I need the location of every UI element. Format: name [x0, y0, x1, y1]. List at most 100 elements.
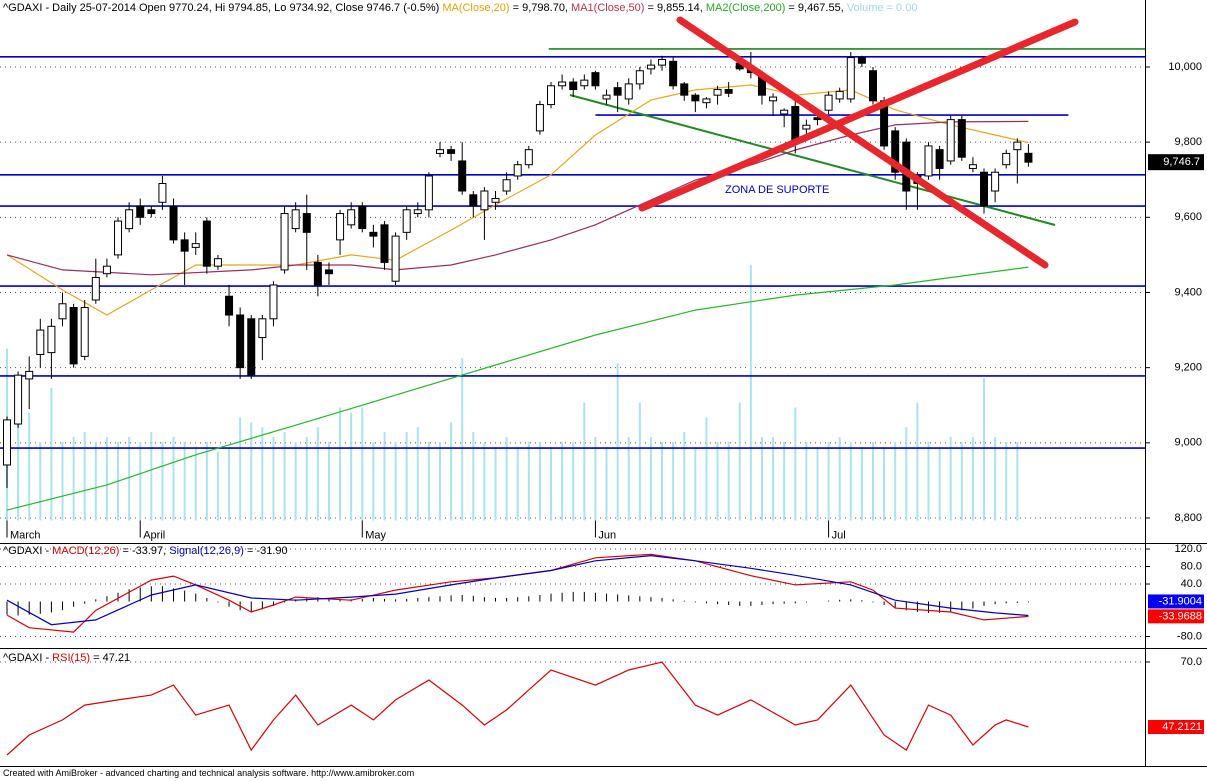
- candle-body: [102, 265, 111, 275]
- candle-body: [635, 70, 644, 85]
- indicator-line: [6, 554, 1029, 626]
- front-layer: 9,746.7 -31.9004 -33.9688 47.2121: [2, 51, 1204, 756]
- candle-body: [180, 239, 189, 252]
- candle-body: [802, 124, 811, 130]
- candle-body: [535, 104, 544, 132]
- candle-body: [1013, 141, 1022, 151]
- candle-body: [980, 171, 989, 207]
- candle-body: [769, 96, 778, 102]
- cross-mark: [638, 18, 1079, 212]
- last-value-label: -33.9688: [1159, 610, 1202, 622]
- candle-body: [824, 94, 833, 111]
- candle-body: [213, 258, 222, 267]
- x-tick-label: March: [10, 529, 41, 541]
- candle-body: [891, 130, 900, 173]
- title-part: = 9,798.70,: [509, 2, 572, 14]
- indicator-line: [6, 553, 1029, 633]
- candle-body: [491, 198, 500, 203]
- y-tick-label: 8,800: [1174, 512, 1202, 524]
- candle-body: [47, 325, 56, 354]
- candle-body: [791, 105, 800, 141]
- candle-body: [480, 190, 489, 211]
- macd-title: ^GDAXI - MACD(12,26) = -33.97, Signal(12…: [3, 545, 288, 558]
- y-tick-label: 9,200: [1174, 362, 1202, 374]
- candle-body: [569, 81, 578, 91]
- candle-body: [424, 175, 433, 211]
- last-value-label: 47.2121: [1162, 721, 1202, 733]
- x-tick-label: Jun: [598, 529, 616, 541]
- y-tick-label: 9,600: [1174, 211, 1202, 223]
- indicator-line: [6, 661, 1029, 756]
- candle-body: [602, 94, 611, 100]
- candle-body: [691, 94, 700, 102]
- candle-body: [646, 64, 655, 70]
- title-part: = 9,855.14,: [644, 2, 706, 14]
- title-part: Signal(12,26,9): [169, 545, 244, 557]
- cross-mark: [676, 16, 1049, 269]
- candle-body: [835, 90, 844, 100]
- candle-body: [580, 79, 589, 87]
- last-price-label: 9,746.7: [1163, 156, 1200, 168]
- y-tick-label: 80.0: [1181, 560, 1202, 572]
- candle-body: [269, 284, 278, 320]
- candle-body: [713, 89, 722, 96]
- candle-body: [857, 57, 866, 64]
- candle-body: [147, 209, 156, 215]
- y-tick-label: 9,800: [1174, 136, 1202, 148]
- candle-body: [358, 205, 367, 230]
- last-value-box: [1148, 594, 1204, 609]
- last-value-box: [1148, 720, 1204, 735]
- title-part: ^GDAXI -: [3, 545, 53, 557]
- title-part: MACD(12,26): [52, 545, 120, 557]
- candle-body: [469, 194, 478, 207]
- trend-line: [569, 94, 1056, 226]
- candle-body: [680, 83, 689, 96]
- title-part: = -31.90: [243, 545, 288, 557]
- candle-body: [991, 171, 1000, 192]
- candle-body: [624, 83, 633, 100]
- candle-body: [502, 179, 511, 192]
- y-tick-label: 10,000: [1168, 61, 1202, 73]
- candle-body: [69, 307, 78, 365]
- candle-body: [2, 419, 11, 466]
- title-part: MA(Close,20): [442, 2, 510, 14]
- title-part: Volume = 0.00: [846, 2, 918, 14]
- candle-body: [447, 149, 456, 154]
- title-part: MA2(Close,200): [705, 2, 786, 14]
- y-tick-label: 70.0: [1181, 656, 1202, 668]
- candle-body: [402, 209, 411, 233]
- candle-body: [702, 98, 711, 104]
- candle-body: [968, 164, 977, 169]
- candle-body: [513, 164, 522, 177]
- candle-body: [347, 209, 356, 226]
- candle-body: [114, 220, 123, 256]
- candle-body: [669, 60, 678, 87]
- y-tick-label: 120.0: [1174, 543, 1202, 555]
- candle-body: [14, 374, 23, 425]
- title-part: = 47.21: [90, 652, 131, 664]
- candle-body: [946, 119, 955, 162]
- x-tick-label: Jul: [832, 529, 846, 541]
- candle-body: [1002, 152, 1011, 166]
- rsi-title: ^GDAXI - RSI(15) = 47.21: [3, 652, 130, 665]
- candle-body: [80, 307, 89, 357]
- candle-body: [324, 269, 333, 275]
- y-tick-label: 40.0: [1181, 578, 1202, 590]
- candle-body: [280, 213, 289, 271]
- x-tick-label: May: [365, 529, 386, 541]
- candle-body: [313, 261, 322, 286]
- annotation: ZONA DE SUPORTE: [725, 184, 829, 196]
- last-value-label: -31.9004: [1159, 595, 1202, 607]
- candle-body: [247, 318, 256, 376]
- candle-body: [336, 213, 345, 241]
- candle-body: [780, 109, 789, 115]
- last-price-box: [1148, 154, 1204, 171]
- title-part: ^GDAXI -: [3, 652, 53, 664]
- title-part: MA1(Close,50): [571, 2, 645, 14]
- candle-body: [236, 314, 245, 369]
- candle-body: [435, 149, 444, 154]
- candle-body: [458, 160, 467, 192]
- title-part: RSI(15): [52, 652, 91, 664]
